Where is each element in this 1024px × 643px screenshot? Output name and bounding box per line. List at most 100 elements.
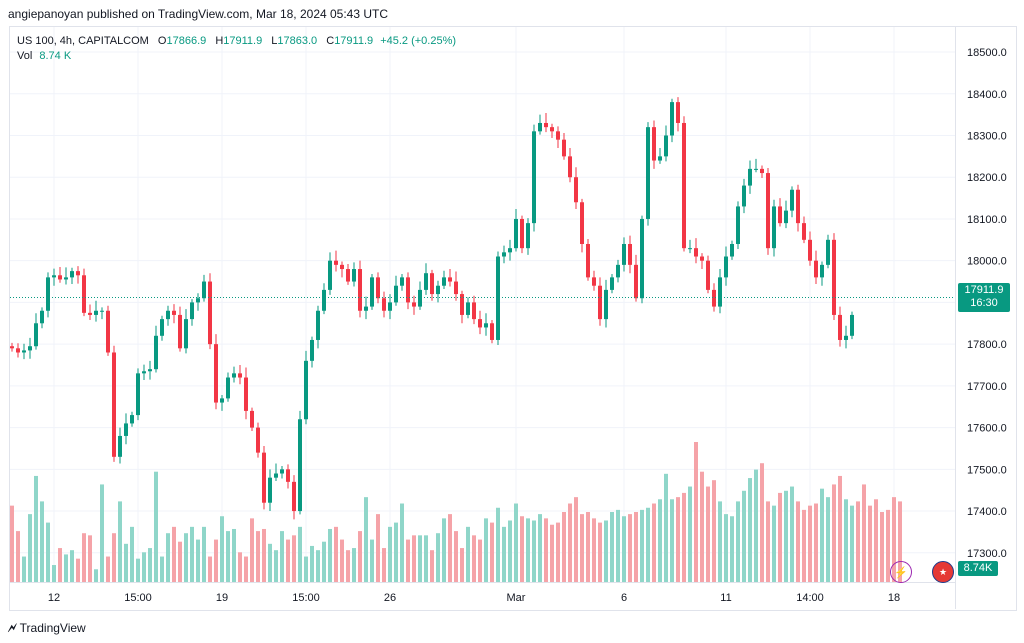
candle-body xyxy=(190,302,194,320)
volume-bar xyxy=(112,533,116,582)
candle-body xyxy=(538,122,542,132)
candle-body xyxy=(568,156,572,178)
y-tick-label: 17500.0 xyxy=(967,464,1007,476)
y-tick-label: 17300.0 xyxy=(967,548,1007,560)
volume-bar xyxy=(850,505,854,582)
volume-bar xyxy=(448,514,452,582)
high-value: 17911.9 xyxy=(223,35,263,47)
candle-body xyxy=(718,277,722,307)
volume-bar xyxy=(490,522,494,582)
volume-bar xyxy=(130,526,134,582)
volume-bar xyxy=(46,522,50,582)
candle-body xyxy=(76,271,80,276)
candlestick-chart[interactable]: 18500.0 18400.0 18300.0 18200.0 18100.0 18000… xyxy=(10,27,1015,609)
candle-body xyxy=(364,306,368,311)
volume-bar xyxy=(388,526,392,582)
volume-bar xyxy=(274,550,278,582)
volume-bar xyxy=(280,531,284,582)
candle-body xyxy=(442,277,446,286)
high-label: H xyxy=(215,35,224,47)
candle-body xyxy=(502,252,506,257)
volume-bar xyxy=(658,499,662,582)
brand-footer[interactable]: 🗲 TradingView xyxy=(8,620,86,636)
volume-bar xyxy=(418,535,422,582)
candle-body xyxy=(562,139,566,157)
candle-body xyxy=(244,377,248,411)
x-tick-label: 11 xyxy=(720,592,731,604)
volume-bar xyxy=(178,541,182,582)
candle-body xyxy=(622,243,626,265)
volume-bar xyxy=(466,526,470,582)
volume-bar xyxy=(322,541,326,582)
candle-body xyxy=(16,348,20,353)
volume-bar xyxy=(562,512,566,582)
open-label: O xyxy=(157,35,167,47)
volume-bar xyxy=(172,526,176,582)
candle-body xyxy=(196,298,200,303)
volume-bar xyxy=(196,539,200,582)
volume-bar xyxy=(298,526,302,582)
publisher-line: angiepanoyan published on TradingView.co… xyxy=(8,7,389,21)
last-price-badge: 17911.9 16:30 xyxy=(958,283,1010,312)
candle-body xyxy=(526,223,530,249)
candle-body xyxy=(250,410,254,428)
candle-body xyxy=(826,239,830,265)
volume-bar xyxy=(58,548,62,582)
volume-bar xyxy=(472,535,476,582)
volume-bar xyxy=(82,533,86,582)
volume-bar xyxy=(640,509,644,582)
volume-bar xyxy=(868,505,872,582)
candle-body xyxy=(742,185,746,207)
candle-body xyxy=(136,373,140,416)
volume-bar xyxy=(892,497,896,582)
candle-body xyxy=(10,346,14,349)
volume-bar xyxy=(16,531,20,582)
volume-bar xyxy=(856,501,860,582)
volume-bar xyxy=(532,520,536,582)
volume-bar xyxy=(94,569,98,582)
candle-body xyxy=(814,260,818,278)
candle-body xyxy=(772,206,776,249)
candle-body xyxy=(634,264,638,299)
volume-bar xyxy=(778,492,782,582)
candle-body xyxy=(556,131,560,140)
candle-body xyxy=(592,277,596,286)
candle-body xyxy=(484,323,488,328)
volume-bar xyxy=(400,503,404,582)
volume-bar xyxy=(706,486,710,582)
candle-body xyxy=(628,243,632,265)
candle-body xyxy=(676,102,680,123)
volume-bar xyxy=(886,509,890,582)
volume-bar xyxy=(100,484,104,582)
candle-body xyxy=(124,423,128,436)
volume-bar xyxy=(718,501,722,582)
volume-label: Vol xyxy=(17,50,33,62)
volume-bar xyxy=(214,539,218,582)
volume-bar xyxy=(70,550,74,582)
volume-bar xyxy=(166,533,170,582)
volume-bar xyxy=(700,471,704,582)
candle-body xyxy=(844,335,848,340)
volume-bar xyxy=(652,503,656,582)
volume-bar xyxy=(688,486,692,582)
candle-body xyxy=(784,210,788,224)
candle-body xyxy=(712,289,716,307)
volume-bar xyxy=(64,554,68,582)
lightning-icon[interactable]: ⚡ xyxy=(890,561,912,583)
symbol-label[interactable]: US 100, 4h, CAPITALCOM xyxy=(17,35,149,47)
candle-body xyxy=(646,127,650,219)
candle-body xyxy=(604,289,608,320)
candle-body xyxy=(160,319,164,336)
candle-body xyxy=(664,135,668,157)
volume-legend: Vol 8.74 K xyxy=(17,50,71,62)
candle-body xyxy=(106,310,110,353)
volume-bar xyxy=(478,539,482,582)
candle-body xyxy=(838,314,842,340)
candle-body xyxy=(460,294,464,315)
volume-bar xyxy=(586,512,590,582)
candle-body xyxy=(58,275,62,280)
x-tick-label: 15:00 xyxy=(124,592,152,604)
volume-bar xyxy=(502,526,506,582)
candle-body xyxy=(352,269,356,282)
x-tick-label: 6 xyxy=(621,592,627,604)
